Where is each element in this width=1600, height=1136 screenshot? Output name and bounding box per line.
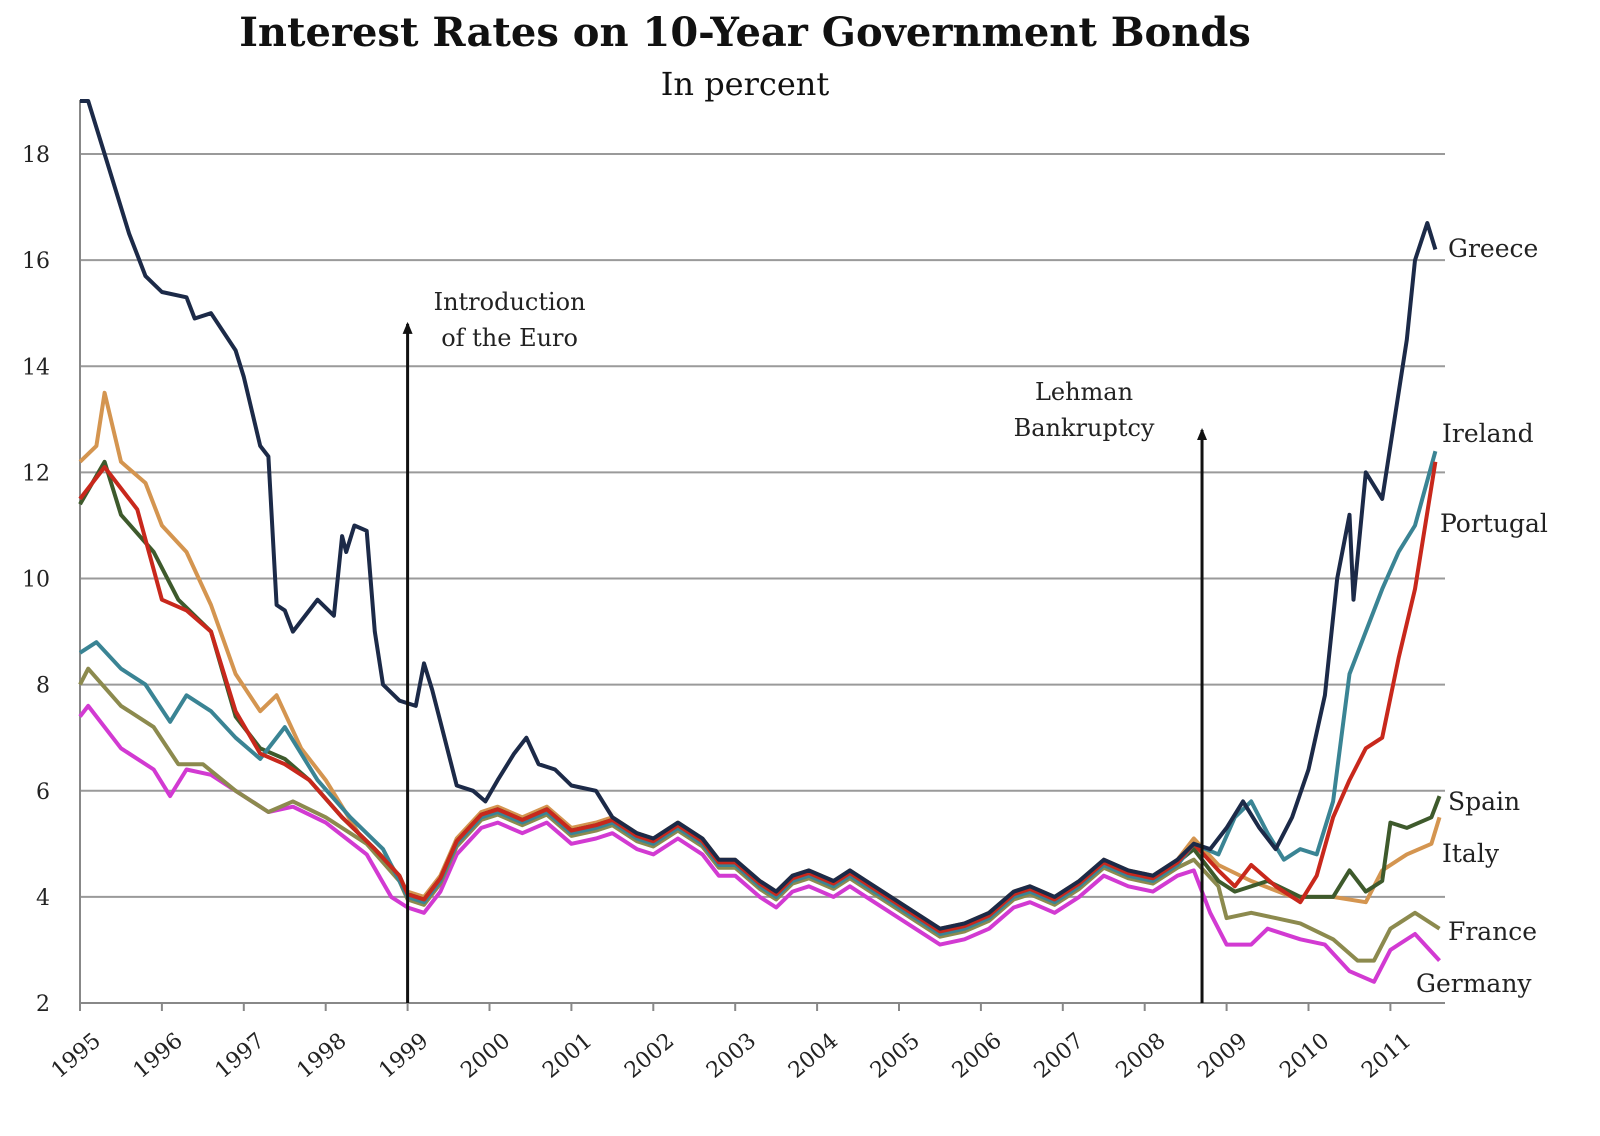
annotation-label: Bankruptcy <box>1014 414 1155 442</box>
annotation-label: Lehman <box>1035 378 1133 406</box>
x-tick-label: 2005 <box>866 1028 925 1083</box>
arrowhead-icon <box>402 321 413 334</box>
x-tick-label: 2010 <box>1275 1028 1334 1083</box>
y-tick-label: 8 <box>36 674 50 699</box>
y-tick-label: 14 <box>22 355 50 380</box>
x-tick-label: 1995 <box>47 1028 106 1083</box>
x-tick-label: 1999 <box>374 1028 433 1083</box>
y-tick-label: 4 <box>36 886 50 911</box>
series-label-portugal: Portugal <box>1440 509 1548 538</box>
x-tick-label: 2008 <box>1112 1028 1171 1083</box>
series-label-ireland: Ireland <box>1442 419 1534 448</box>
series-label-spain: Spain <box>1448 787 1520 816</box>
x-tick-label: 2004 <box>784 1028 843 1083</box>
y-tick-label: 6 <box>36 780 50 805</box>
series-line-portugal <box>78 461 1438 934</box>
y-tick-label: 18 <box>22 143 50 168</box>
y-tick-label: 2 <box>36 992 50 1017</box>
x-tick-label: 2000 <box>456 1028 515 1083</box>
chart-title: Interest Rates on 10-Year Government Bon… <box>239 9 1251 56</box>
chart-subtitle: In percent <box>661 65 830 103</box>
arrowhead-icon <box>1197 427 1208 440</box>
series-line-germany <box>78 703 1441 984</box>
x-tick-label: 2011 <box>1357 1028 1416 1083</box>
y-tick-label: 16 <box>22 249 50 274</box>
x-tick-label: 1997 <box>211 1028 270 1083</box>
x-tick-label: 2003 <box>702 1028 761 1083</box>
series-line-ireland <box>78 450 1438 936</box>
x-tick-label: 1996 <box>129 1028 188 1083</box>
series-label-italy: Italy <box>1442 839 1500 868</box>
grid-lines <box>80 153 1445 898</box>
x-tick-label: 2007 <box>1030 1028 1089 1083</box>
series-label-france: France <box>1448 917 1537 946</box>
x-axis: 1995 1996 1997 1998 1999 2000 2001 2002 2003 2004… <box>47 1002 1445 1084</box>
series-line-greece <box>80 99 1438 931</box>
series-line-spain <box>78 459 1442 934</box>
x-tick-label: 1998 <box>293 1028 352 1083</box>
series-lines <box>78 99 1442 984</box>
annotation-label: of the Euro <box>441 324 578 352</box>
y-tick-label: 10 <box>22 568 50 593</box>
x-tick-label: 2002 <box>620 1028 679 1083</box>
series-labels: Germany France Italy Spain Ireland Portugal Gr… <box>1416 234 1548 998</box>
x-tick-label: 2006 <box>948 1028 1007 1083</box>
annotation-label: Introduction <box>434 288 586 316</box>
y-tick-label: 12 <box>22 461 50 486</box>
x-tick-label: 2001 <box>538 1028 597 1083</box>
series-label-greece: Greece <box>1448 234 1538 263</box>
annotations: Introduction of the Euro Lehman Bankruptcy <box>402 288 1208 1003</box>
series-label-germany: Germany <box>1416 969 1532 998</box>
x-tick-label: 2009 <box>1193 1028 1252 1083</box>
y-axis: 2 4 6 8 10 12 14 16 18 <box>22 100 81 1017</box>
